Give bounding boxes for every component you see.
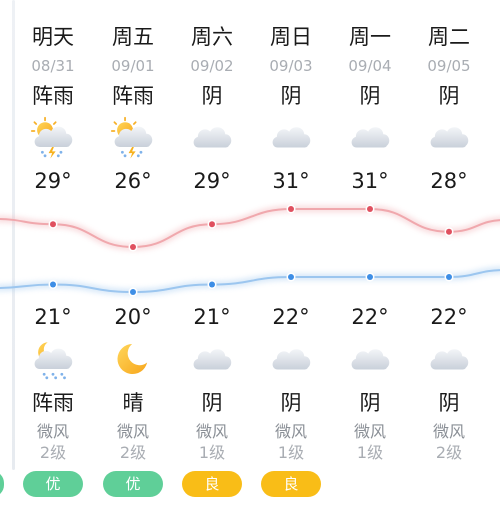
moon-icon — [93, 338, 173, 384]
aqi-badge-previous-day — [0, 471, 4, 497]
cloud-icon — [172, 338, 252, 384]
cloud-icon — [409, 338, 489, 384]
forecast-day-column[interactable]: 周五 09/01 阵雨 26° 20° 晴微风 2级优 — [93, 0, 173, 517]
day-label: 周六 — [191, 25, 233, 49]
thunder-shower-sun-icon — [13, 116, 93, 162]
low-temp-label: 22° — [351, 305, 389, 329]
low-temp-label: 22° — [272, 305, 310, 329]
wind-label: 微风 — [195, 422, 228, 441]
high-temp-label: 28° — [430, 169, 468, 193]
high-temp-label: 26° — [114, 169, 152, 193]
low-temp-point — [50, 281, 56, 288]
night-weather-label: 阵雨 — [32, 391, 74, 415]
forecast-day-column[interactable]: 周六 09/02 阴 29° 21° 阴微风 1级良 — [172, 0, 252, 517]
scroll-edge-divider — [12, 0, 15, 470]
night-weather-label: 阴 — [359, 391, 381, 415]
cloud-icon — [330, 116, 410, 162]
day-weather-label: 阵雨 — [32, 84, 74, 108]
high-temp-label: 31° — [351, 169, 389, 193]
high-temp-point — [50, 221, 56, 228]
low-temp-point — [288, 274, 294, 280]
night-weather-label: 阴 — [438, 391, 460, 415]
day-weather-label: 阵雨 — [112, 84, 154, 108]
aqi-badge[interactable]: 优 — [23, 471, 83, 497]
wind-label: 微风 — [274, 422, 307, 441]
forecast-day-column[interactable]: 明天 08/31 阵雨 29° 21° 阵雨微风 2级优 — [13, 0, 93, 517]
wind-label: 微风 — [432, 422, 465, 441]
shower-moon-icon — [13, 338, 93, 384]
low-temp-point — [209, 281, 215, 288]
aqi-badge[interactable]: 良 — [261, 471, 321, 497]
day-weather-label: 阴 — [359, 84, 381, 108]
high-temp-line — [0, 208, 500, 249]
date-label: 09/01 — [111, 57, 155, 75]
thunder-shower-sun-icon — [93, 116, 173, 162]
date-label: 09/05 — [427, 57, 471, 75]
date-label: 09/02 — [190, 57, 234, 75]
wind-level-label: 2级 — [39, 443, 67, 462]
wind-level-label: 2级 — [119, 443, 147, 462]
high-temp-point — [367, 206, 373, 212]
day-weather-label: 阴 — [280, 84, 302, 108]
date-label: 09/04 — [348, 57, 392, 75]
temperature-trend-chart — [0, 204, 500, 297]
wind-level-label: 1级 — [198, 443, 226, 462]
forecast-day-column[interactable]: 周日 09/03 阴 31° 22° 阴微风 1级良 — [251, 0, 331, 517]
low-temp-point — [446, 274, 452, 280]
day-label: 周二 — [428, 25, 470, 49]
night-weather-label: 阴 — [280, 391, 302, 415]
cloud-icon — [330, 338, 410, 384]
wind-level-label: 2级 — [435, 443, 463, 462]
date-label: 09/03 — [269, 57, 313, 75]
night-weather-label: 阴 — [201, 391, 223, 415]
forecast-day-column[interactable]: 周一 09/04 阴 31° 22° 阴微风 1级 — [330, 0, 410, 517]
day-label: 明天 — [32, 25, 74, 49]
date-label: 08/31 — [31, 57, 75, 75]
low-temp-point — [130, 289, 136, 295]
high-temp-point — [209, 221, 215, 228]
high-temp-point — [288, 206, 294, 212]
day-label: 周日 — [270, 25, 312, 49]
day-label: 周五 — [112, 25, 154, 49]
low-temp-label: 22° — [430, 305, 468, 329]
wind-label: 微风 — [116, 422, 149, 441]
low-temp-point — [367, 274, 373, 280]
wind-label: 微风 — [36, 422, 69, 441]
wind-level-label: 1级 — [356, 443, 384, 462]
cloud-icon — [172, 116, 252, 162]
low-temp-label: 21° — [193, 305, 231, 329]
high-temp-label: 31° — [272, 169, 310, 193]
cloud-icon — [409, 116, 489, 162]
aqi-badge[interactable]: 良 — [182, 471, 242, 497]
wind-label: 微风 — [353, 422, 386, 441]
low-temp-label: 20° — [114, 305, 152, 329]
day-weather-label: 阴 — [438, 84, 460, 108]
high-temp-point — [446, 228, 452, 235]
low-temp-label: 21° — [34, 305, 72, 329]
forecast-day-column[interactable]: 周二 09/05 阴 28° 22° 阴微风 2级 — [409, 0, 489, 517]
aqi-badge[interactable]: 优 — [103, 471, 163, 497]
high-temp-label: 29° — [34, 169, 72, 193]
high-temp-label: 29° — [193, 169, 231, 193]
cloud-icon — [251, 116, 331, 162]
day-label: 周一 — [349, 25, 391, 49]
wind-level-label: 1级 — [277, 443, 305, 462]
low-temp-line — [0, 269, 500, 294]
cloud-icon — [251, 338, 331, 384]
day-weather-label: 阴 — [201, 84, 223, 108]
night-weather-label: 晴 — [122, 391, 144, 415]
high-temp-point — [130, 244, 136, 250]
